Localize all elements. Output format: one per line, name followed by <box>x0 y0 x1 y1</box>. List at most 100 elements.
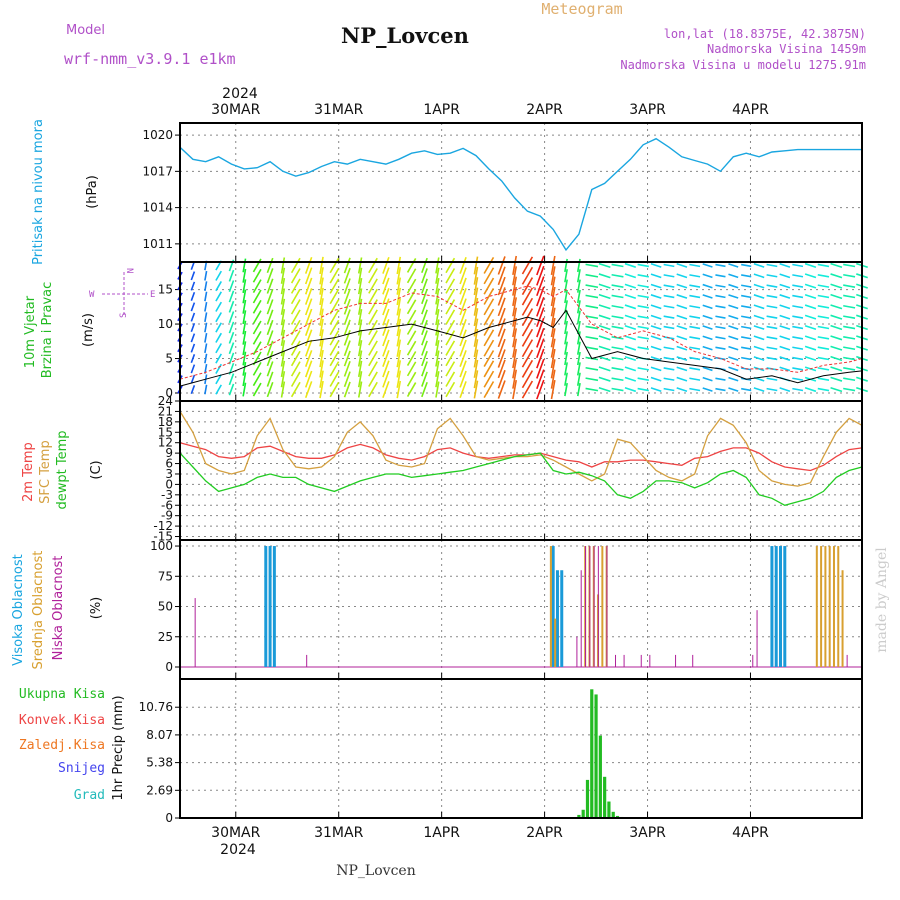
wind-arrow <box>817 356 830 361</box>
wind-arrow <box>702 314 713 320</box>
wind-arrow <box>650 294 662 299</box>
y-tick-label: 18 <box>158 415 173 429</box>
compass-south: S <box>119 313 129 318</box>
wind-arrow <box>280 298 286 315</box>
wind-arrow <box>266 288 274 305</box>
wind-arrow <box>521 349 534 368</box>
wind-arrow <box>598 376 611 382</box>
wind-arrow <box>242 382 247 397</box>
wind-arrow <box>497 380 506 399</box>
wind-arrow <box>779 314 791 320</box>
wind-arrow <box>650 356 662 361</box>
wind-arrow <box>536 369 545 390</box>
wind-arrow <box>598 283 611 289</box>
wind-arrow <box>396 339 402 357</box>
day-label-bottom: 2APR <box>526 825 563 841</box>
precip-bar <box>581 809 585 818</box>
wind-arrow <box>329 361 340 377</box>
wind-arrow <box>435 371 440 388</box>
wind-arrow <box>357 329 363 346</box>
wind-arrow <box>319 329 324 347</box>
wind-arrow <box>445 361 456 377</box>
precip-bar <box>615 815 620 818</box>
year-label-top: 2024 <box>222 86 258 102</box>
wind-arrow <box>741 387 752 392</box>
wind-arrow <box>382 267 390 285</box>
wind-arrow <box>702 356 713 361</box>
wind-arrow <box>689 356 701 361</box>
wind-arrow <box>715 315 726 319</box>
wind-arrow <box>421 381 428 398</box>
wind-arrow <box>550 369 556 389</box>
wind-arrow <box>368 381 378 398</box>
wind-arrow <box>215 374 222 385</box>
wind-arrow <box>536 265 545 286</box>
precip-legend: Ukupna Kisa Konvek.Kisa Zaledj.Kisa Snij… <box>19 687 105 803</box>
wind-arrow <box>252 279 262 294</box>
day-label-top: 4APR <box>732 102 769 118</box>
y-tick-label: 3 <box>165 467 173 481</box>
wind-arrow <box>779 387 791 392</box>
wind-arrow <box>779 304 791 310</box>
wind-arrow <box>368 340 378 356</box>
wind-arrow <box>368 371 378 387</box>
wind-arrow <box>406 382 417 397</box>
model-elevation-text: Nadmorska Visina u modelu 1275.91m <box>620 58 866 72</box>
wind-arrow <box>637 367 649 371</box>
wind-arrow <box>753 314 765 320</box>
wind-arrow <box>357 278 363 295</box>
wind-arrow <box>204 281 208 291</box>
wind-arrow <box>242 330 247 345</box>
wind-arrow <box>266 381 274 398</box>
temp-title-sfc: SFC Temp <box>38 440 53 504</box>
wind-arrow <box>792 294 804 299</box>
wind-arrow <box>689 263 701 268</box>
wind-arrow <box>536 338 545 359</box>
high-cloud-bar <box>774 546 778 667</box>
wind-arrow <box>536 307 545 328</box>
wind-arrow <box>550 266 556 286</box>
wind-arrow <box>766 346 778 350</box>
wind-arrow <box>779 335 791 341</box>
wind-arrow <box>728 366 739 372</box>
wind-arrow <box>624 273 637 279</box>
wind-arrow <box>382 277 390 295</box>
panel-border <box>179 122 863 263</box>
wind-arrow <box>215 312 222 323</box>
wind-arrow <box>663 294 675 299</box>
model-label: Model <box>66 23 105 38</box>
wind-arrow <box>663 346 675 350</box>
wind-arrow <box>830 262 843 269</box>
wind-arrow <box>473 266 479 285</box>
wind-arrow <box>728 283 739 289</box>
wind-arrow <box>550 307 556 327</box>
wind-arrow <box>215 384 222 395</box>
wind-arrow <box>357 360 363 377</box>
wind-arrow <box>368 288 378 305</box>
wind-arrow <box>204 384 208 395</box>
legend-convective-rain: Konvek.Kisa <box>19 713 105 728</box>
wind-arrow <box>459 381 467 399</box>
wind-arrow <box>483 339 495 357</box>
wind-arrow <box>843 356 856 361</box>
wind-arrow <box>598 366 611 372</box>
wind-arrow <box>843 346 856 351</box>
wind-arrow <box>368 319 378 336</box>
day-label-top: 1APR <box>423 102 460 118</box>
wind-arrow <box>304 319 313 336</box>
wind-arrow <box>290 381 301 398</box>
wind-arrow <box>252 382 262 397</box>
wind-arrow <box>304 329 313 347</box>
top-day-labels: 30MAR 31MAR 1APR 2APR 3APR 4APR <box>211 102 769 118</box>
compass-east: E <box>150 290 155 300</box>
wind-arrow <box>473 256 479 275</box>
wind-arrow <box>252 341 262 356</box>
wind-arrow <box>319 298 324 316</box>
wind-arrow <box>382 298 390 316</box>
wind-arrow <box>319 380 324 399</box>
wind-arrow <box>830 355 843 362</box>
y-tick-label: -3 <box>161 488 173 502</box>
wind-arrow <box>576 341 581 355</box>
wind-arrow <box>585 325 599 330</box>
wind-arrow <box>830 283 843 289</box>
